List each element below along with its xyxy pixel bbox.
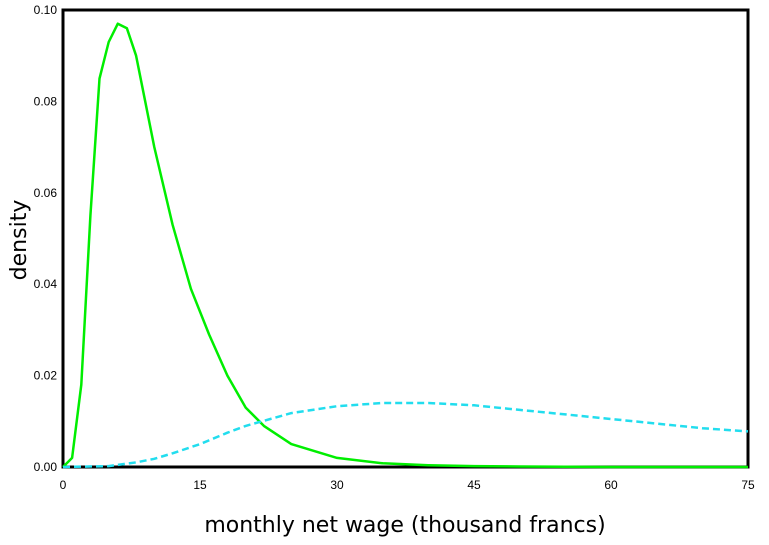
series-line-1 (62, 22, 748, 469)
x-tick-label: 15 (193, 478, 207, 492)
x-tick-label: 30 (330, 478, 344, 492)
series-line-2 (62, 401, 749, 469)
y-tick-label: 0.04 (34, 277, 58, 291)
x-tick-label: 75 (741, 478, 755, 492)
y-axis-title: density (7, 200, 32, 281)
x-tick-label: 60 (604, 478, 618, 492)
x-tick-labels: 0 15 30 45 60 75 (60, 478, 755, 492)
x-tick-label: 45 (467, 478, 481, 492)
y-tick-label: 0.10 (34, 3, 58, 17)
x-tick-label: 0 (60, 478, 67, 492)
y-tick-label: 0.06 (34, 186, 58, 200)
y-tick-label: 0.00 (34, 460, 58, 474)
plot-frame (61, 8, 750, 469)
series-layer (62, 22, 749, 469)
y-tick-label: 0.02 (34, 369, 58, 383)
y-tick-label: 0.08 (34, 94, 58, 108)
x-axis-title: monthly net wage (thousand francs) (204, 513, 605, 538)
y-tick-labels: 0.00 0.02 0.04 0.06 0.08 0.10 (34, 3, 58, 474)
